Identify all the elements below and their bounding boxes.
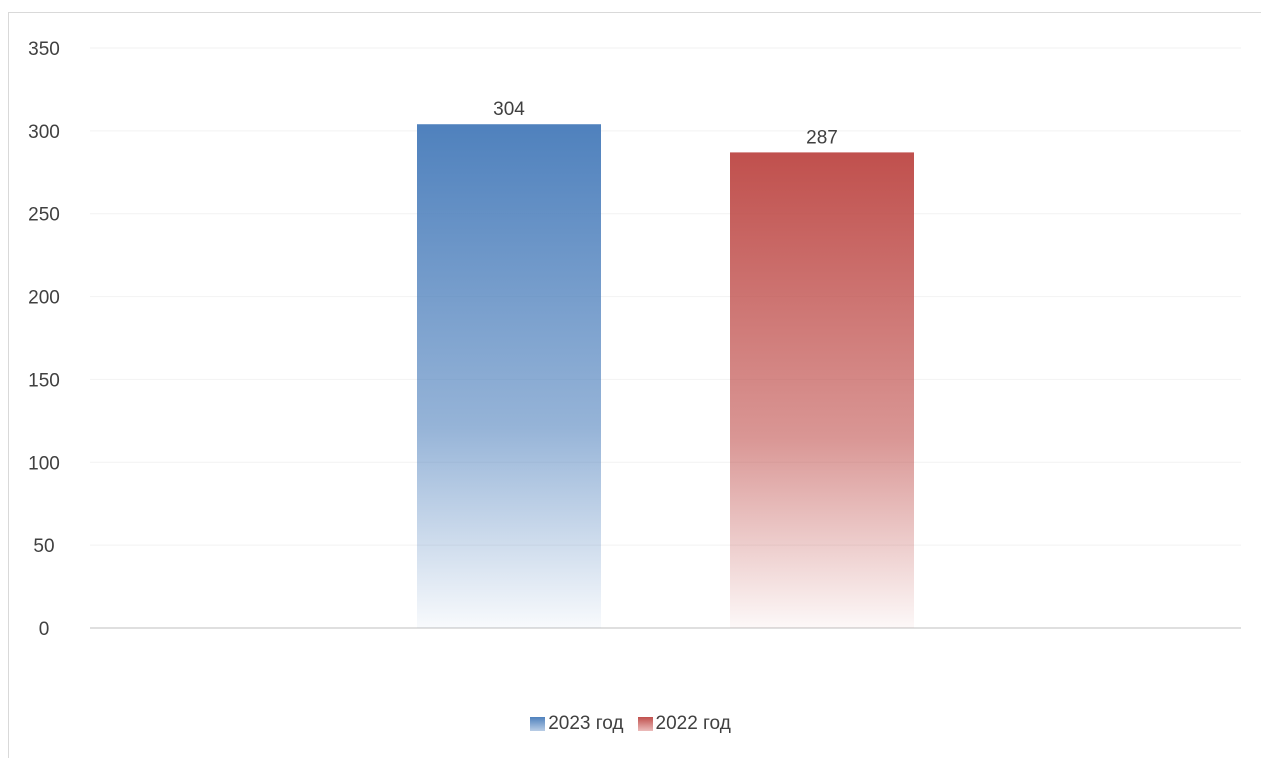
- y-tick-label: 300: [28, 122, 60, 143]
- chart-frame: [8, 12, 1261, 758]
- legend-label-2022: 2022 год: [655, 713, 731, 734]
- y-tick-label: 50: [33, 536, 54, 557]
- y-tick-label: 0: [39, 619, 50, 640]
- bars: [417, 124, 914, 628]
- bar-2022-год: [730, 152, 914, 628]
- y-axis: 0 50 100 150 200 250 300 350: [28, 39, 60, 640]
- data-labels: 304 287: [493, 99, 838, 148]
- legend-item-2022: 2022 год: [637, 713, 731, 735]
- data-label: 287: [806, 127, 838, 148]
- bar-2023-год: [417, 124, 601, 628]
- legend-label-2023: 2023 год: [548, 713, 624, 734]
- legend-swatch-2022: [637, 717, 653, 731]
- gridlines: [90, 47, 1241, 629]
- legend: 2023 год 2022 год: [0, 713, 1261, 735]
- y-tick-label: 100: [28, 453, 60, 474]
- data-label: 304: [493, 99, 525, 120]
- y-tick-label: 200: [28, 288, 60, 309]
- legend-swatch-2023: [530, 717, 546, 731]
- y-tick-label: 350: [28, 39, 60, 60]
- y-tick-label: 150: [28, 370, 60, 391]
- legend-item-2023: 2023 год: [530, 713, 624, 735]
- y-tick-label: 250: [28, 205, 60, 226]
